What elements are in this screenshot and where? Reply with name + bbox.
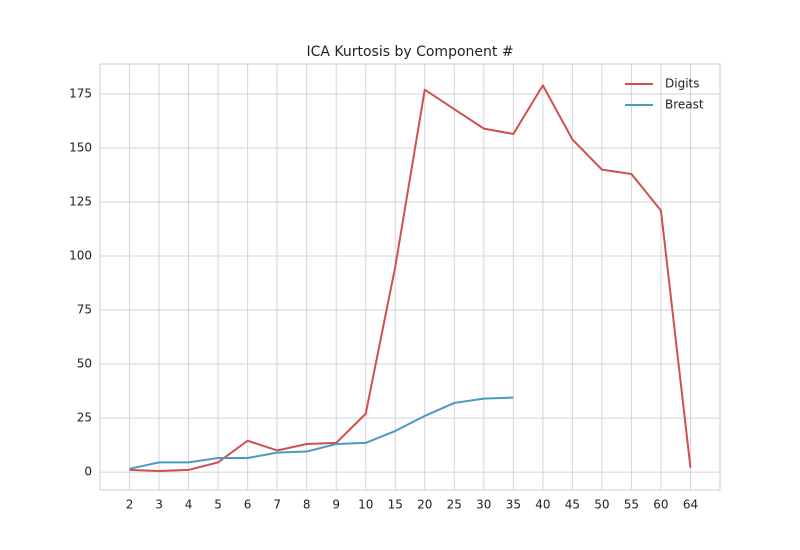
x-tick-label: 45 bbox=[565, 498, 580, 512]
x-tick-label: 60 bbox=[653, 498, 668, 512]
x-tick-label: 35 bbox=[506, 498, 521, 512]
x-tick-label: 15 bbox=[388, 498, 403, 512]
x-tick-label: 55 bbox=[624, 498, 639, 512]
x-tick-label: 30 bbox=[476, 498, 491, 512]
y-tick-label: 125 bbox=[69, 195, 92, 209]
x-tick-label: 20 bbox=[417, 498, 432, 512]
line-series bbox=[129, 396, 514, 470]
y-tick-label: 50 bbox=[77, 357, 92, 371]
chart-title: ICA Kurtosis by Component # bbox=[306, 44, 513, 60]
x-tick-label: 2 bbox=[126, 498, 134, 512]
y-tick-label: 25 bbox=[77, 411, 92, 425]
x-tick-label: 7 bbox=[273, 498, 281, 512]
y-tick-label: 100 bbox=[69, 249, 92, 263]
x-tick-label: 4 bbox=[185, 498, 193, 512]
y-tick-label: 150 bbox=[69, 141, 92, 155]
y-tick-label: 75 bbox=[77, 303, 92, 317]
x-tick-label: 50 bbox=[594, 498, 609, 512]
plot-area bbox=[99, 63, 721, 491]
x-tick-label: 10 bbox=[358, 498, 373, 512]
y-tick-label: 175 bbox=[69, 87, 92, 101]
x-tick-label: 64 bbox=[683, 498, 698, 512]
y-tick-label: 0 bbox=[84, 465, 92, 479]
x-tick-label: 25 bbox=[447, 498, 462, 512]
x-tick-label: 6 bbox=[244, 498, 252, 512]
x-tick-label: 40 bbox=[535, 498, 550, 512]
legend-label: Breast bbox=[665, 98, 704, 112]
x-tick-label: 3 bbox=[155, 498, 163, 512]
x-tick-label: 9 bbox=[332, 498, 340, 512]
x-tick-label: 5 bbox=[214, 498, 222, 512]
x-tick-label: 8 bbox=[303, 498, 311, 512]
legend-label: Digits bbox=[665, 77, 699, 91]
